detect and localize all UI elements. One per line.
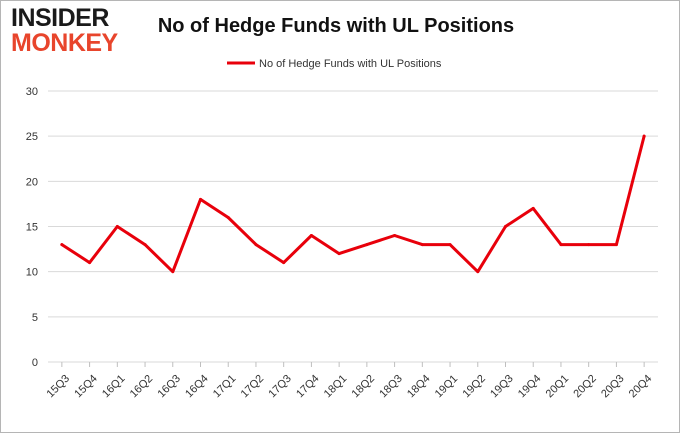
y-tick-label: 20 bbox=[26, 176, 38, 188]
y-tick-label: 0 bbox=[32, 357, 38, 369]
x-tick-label: 19Q1 bbox=[433, 373, 461, 401]
data-point bbox=[420, 243, 424, 247]
logo-text-bottom: MONKEY bbox=[11, 29, 118, 57]
series-line bbox=[60, 134, 646, 274]
data-point bbox=[365, 243, 369, 247]
x-tick-label: 16Q3 bbox=[155, 373, 183, 401]
data-point bbox=[587, 243, 591, 247]
data-point bbox=[448, 243, 452, 247]
x-tick-label: 20Q2 bbox=[571, 373, 599, 401]
x-tick-label: 20Q1 bbox=[544, 373, 572, 401]
y-tick-label: 10 bbox=[26, 267, 38, 279]
chart-title: No of Hedge Funds with UL Positions bbox=[157, 15, 515, 37]
x-tick-label: 16Q2 bbox=[128, 373, 156, 401]
x-tick-label: 18Q1 bbox=[322, 373, 350, 401]
data-point bbox=[476, 270, 480, 274]
insider-monkey-logo: INSIDER MONKEY bbox=[11, 6, 129, 58]
data-point bbox=[531, 206, 535, 210]
x-tick-label: 17Q4 bbox=[294, 373, 322, 401]
x-tick-label: 19Q4 bbox=[516, 373, 544, 401]
x-tick-label: 18Q4 bbox=[405, 373, 433, 401]
data-point bbox=[614, 243, 618, 247]
data-point bbox=[226, 215, 230, 219]
data-point bbox=[337, 252, 341, 256]
y-tick-label: 25 bbox=[26, 131, 38, 143]
x-tick-label: 19Q3 bbox=[488, 373, 516, 401]
data-point bbox=[393, 234, 397, 238]
x-tick-label: 18Q3 bbox=[377, 373, 405, 401]
data-point bbox=[60, 243, 64, 247]
data-point bbox=[504, 225, 507, 228]
y-tick-label: 30 bbox=[26, 86, 38, 98]
y-tick-label: 15 bbox=[26, 222, 38, 234]
data-point bbox=[642, 134, 646, 138]
logo-text-top: INSIDER bbox=[11, 4, 109, 32]
data-point bbox=[559, 243, 563, 247]
data-point bbox=[282, 261, 286, 265]
x-tick-label: 16Q1 bbox=[100, 373, 128, 401]
x-tick-label: 20Q4 bbox=[627, 373, 655, 401]
x-tick-label: 17Q3 bbox=[266, 373, 294, 401]
x-tick-label: 19Q2 bbox=[460, 373, 488, 401]
x-tick-label: 15Q4 bbox=[72, 373, 100, 401]
data-point bbox=[88, 261, 92, 265]
data-point bbox=[254, 243, 258, 247]
legend-label: No of Hedge Funds with UL Positions bbox=[259, 58, 442, 70]
x-tick-label: 17Q1 bbox=[211, 373, 239, 401]
data-point bbox=[143, 243, 147, 247]
x-tick-label: 15Q3 bbox=[45, 373, 73, 401]
data-point bbox=[309, 234, 313, 238]
x-tick-label: 16Q4 bbox=[183, 373, 211, 401]
y-tick-label: 5 bbox=[32, 312, 38, 324]
x-tick-label: 20Q3 bbox=[599, 373, 627, 401]
data-point bbox=[199, 197, 202, 201]
x-tick-label: 17Q2 bbox=[239, 373, 267, 401]
x-tick-label: 18Q2 bbox=[350, 373, 378, 401]
data-point bbox=[115, 225, 119, 228]
data-point bbox=[171, 270, 175, 274]
